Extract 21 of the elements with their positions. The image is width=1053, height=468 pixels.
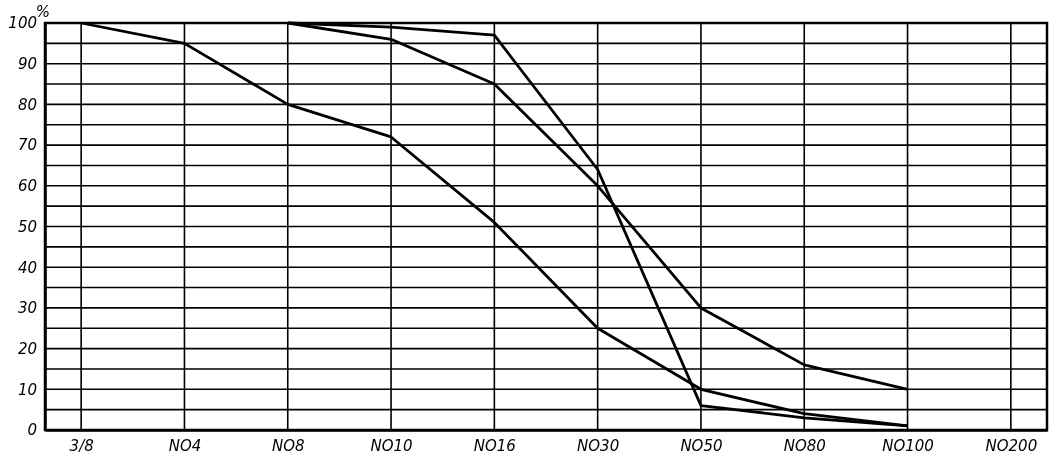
x-tick-label: NO16 xyxy=(473,436,516,455)
x-tick-label: NO50 xyxy=(680,436,723,455)
x-tick-label: NO8 xyxy=(271,436,305,455)
y-tick-label: 90 xyxy=(17,55,37,73)
y-tick-label: 80 xyxy=(17,95,37,114)
y-tick-label: 30 xyxy=(17,299,37,318)
x-tick-label: NO200 xyxy=(985,436,1038,455)
y-tick-label: 20 xyxy=(17,339,37,358)
y-tick-label: 60 xyxy=(17,177,37,196)
x-tick-label: NO100 xyxy=(882,436,934,455)
x-tick-label: NO30 xyxy=(577,436,620,455)
y-tick-label: 0 xyxy=(27,421,37,440)
x-tick-label: NO10 xyxy=(370,436,413,455)
x-tick-label: NO80 xyxy=(783,436,826,455)
y-tick-label: 10 xyxy=(17,380,37,399)
y-tick-label: 50 xyxy=(17,217,37,236)
y-tick-label: 40 xyxy=(17,258,37,277)
x-tick-label: NO4 xyxy=(168,436,202,455)
x-tick-label: 3/8 xyxy=(69,436,94,455)
y-tick-label: 100 xyxy=(8,14,37,33)
y-tick-label: 70 xyxy=(17,136,37,155)
